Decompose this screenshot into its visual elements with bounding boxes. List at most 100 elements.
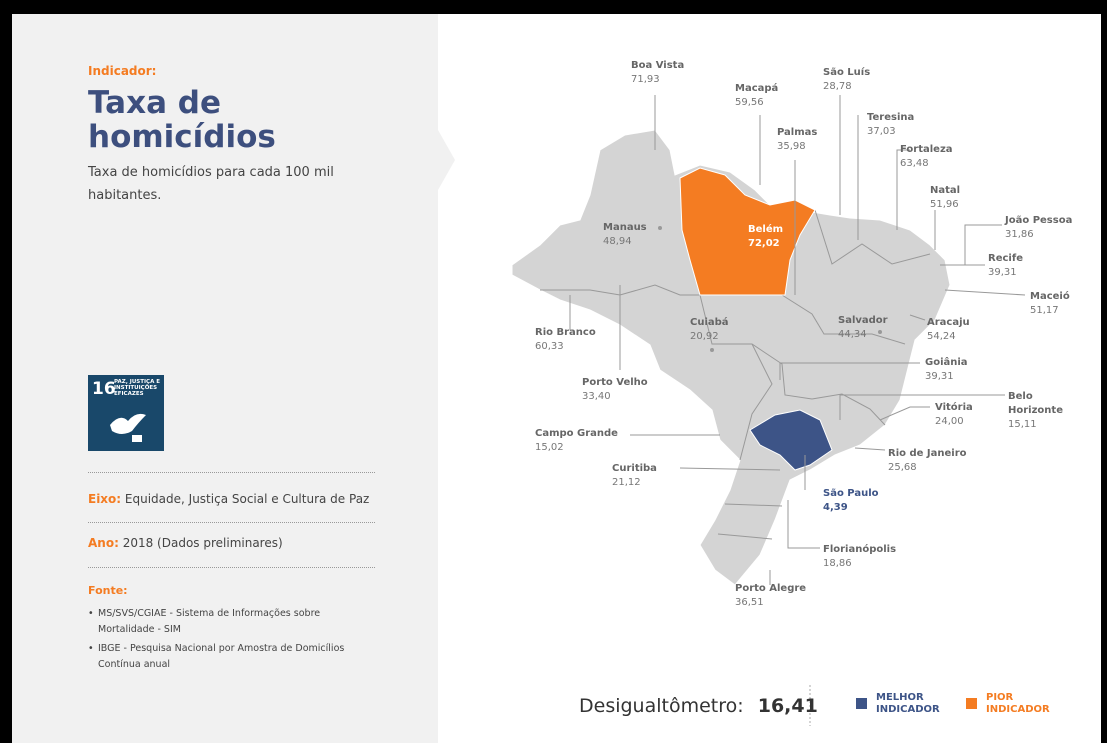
brazil-shape bbox=[511, 129, 951, 586]
city-value: 37,03 bbox=[867, 126, 896, 137]
city-label: João Pessoa 31,86 bbox=[1005, 214, 1075, 242]
city-label: Rio Branco 60,33 bbox=[535, 326, 605, 354]
city-value: 39,31 bbox=[925, 371, 954, 382]
city-value: 21,12 bbox=[612, 477, 641, 488]
city-label: Florianópolis 18,86 bbox=[823, 543, 913, 571]
best-state bbox=[749, 409, 833, 471]
city-value: 36,51 bbox=[735, 597, 764, 608]
city-value: 44,34 bbox=[838, 329, 867, 340]
divider bbox=[88, 522, 375, 523]
map bbox=[438, 95, 1026, 726]
city-name: Cuiabá bbox=[690, 317, 729, 328]
city-name: Fortaleza bbox=[900, 144, 953, 155]
city-value: 71,93 bbox=[631, 74, 660, 85]
city-name: Porto Velho bbox=[582, 377, 648, 388]
city-name: São Luís bbox=[823, 67, 871, 78]
city-value: 51,17 bbox=[1030, 305, 1059, 316]
divider bbox=[88, 567, 375, 568]
source-text: MS/SVS/CGIAE - Sistema de Informações so… bbox=[98, 608, 321, 635]
city-label: Aracaju 54,24 bbox=[927, 316, 987, 344]
city-label: Macapá 59,56 bbox=[735, 82, 795, 110]
city-name: Curitiba bbox=[612, 463, 657, 474]
inequality: Desigualtômetro: 16,41 bbox=[579, 695, 818, 717]
city-name: Recife bbox=[988, 253, 1023, 264]
year-value: 2018 (Dados preliminares) bbox=[122, 536, 283, 550]
title: Taxa de homicídios bbox=[88, 86, 276, 154]
source-item: • MS/SVS/CGIAE - Sistema de Informações s… bbox=[88, 606, 358, 638]
city-label: Recife 39,31 bbox=[988, 252, 1048, 280]
city-value: 15,11 bbox=[1008, 419, 1037, 430]
source-label: Fonte: bbox=[88, 584, 128, 597]
city-label: Porto Alegre 36,51 bbox=[735, 582, 825, 610]
city-label: Campo Grande 15,02 bbox=[535, 427, 625, 455]
city-value: 63,48 bbox=[900, 158, 929, 169]
city-label: Salvador 44,34 bbox=[838, 314, 898, 342]
leader-lines bbox=[569, 95, 1026, 585]
city-label: Fortaleza 63,48 bbox=[900, 143, 960, 171]
city-name: Florianópolis bbox=[823, 544, 897, 555]
city-label: Manaus 48,94 bbox=[603, 221, 663, 249]
city-value: 28,78 bbox=[823, 81, 852, 92]
title-line: homicídios bbox=[88, 119, 276, 155]
city-name: Vitória bbox=[935, 402, 973, 413]
city-value: 48,94 bbox=[603, 236, 632, 247]
year-row: Ano: 2018 (Dados preliminares) bbox=[88, 536, 283, 550]
sdg-text: PAZ, JUSTIÇA E INSTITUIÇÕES EFICAZES bbox=[114, 379, 161, 397]
city-name: Salvador bbox=[838, 315, 888, 326]
title-line: Taxa de bbox=[88, 85, 221, 121]
city-label: Palmas 35,98 bbox=[777, 126, 837, 154]
city-name: Boa Vista bbox=[631, 60, 685, 71]
city-label: Curitiba 21,12 bbox=[612, 462, 682, 490]
city-value: 72,02 bbox=[748, 238, 780, 249]
city-name: Belo Horizonte bbox=[1008, 391, 1063, 416]
city-value: 4,39 bbox=[823, 502, 848, 513]
city-value: 35,98 bbox=[777, 141, 806, 152]
city-label: Goiânia 39,31 bbox=[925, 356, 985, 384]
city-label: Maceió 51,17 bbox=[1030, 290, 1090, 318]
legend-swatch bbox=[856, 698, 867, 709]
city-value: 59,56 bbox=[735, 97, 764, 108]
inequality-label: Desigualtômetro: bbox=[579, 695, 744, 717]
city-label: Belém 72,02 bbox=[748, 223, 808, 251]
chevron bbox=[438, 130, 455, 190]
legend-label: MELHOR INDICADOR bbox=[876, 692, 940, 715]
city-value: 20,92 bbox=[690, 331, 719, 342]
year-label: Ano: bbox=[88, 536, 119, 550]
city-value: 24,00 bbox=[935, 416, 964, 427]
city-value: 15,02 bbox=[535, 442, 564, 453]
divider bbox=[88, 472, 375, 473]
axis-value: Equidade, Justiça Social e Cultura de Pa… bbox=[124, 492, 370, 506]
indicator-label: Indicador: bbox=[88, 64, 157, 78]
legend-swatch bbox=[966, 698, 977, 709]
source-text: IBGE - Pesquisa Nacional por Amostra de … bbox=[98, 643, 345, 670]
city-label: Teresina 37,03 bbox=[867, 111, 927, 139]
source-list: • MS/SVS/CGIAE - Sistema de Informações s… bbox=[88, 606, 358, 673]
city-label: Boa Vista 71,93 bbox=[631, 59, 691, 87]
city-value: 18,86 bbox=[823, 558, 852, 569]
city-name: Goiânia bbox=[925, 357, 968, 368]
city-label: Porto Velho 33,40 bbox=[582, 376, 652, 404]
inequality-value: 16,41 bbox=[757, 695, 818, 717]
legend-label: PIOR INDICADOR bbox=[986, 692, 1050, 715]
info-panel: Indicador: Taxa de homicídios Taxa de ho… bbox=[12, 14, 438, 743]
city-name: Rio Branco bbox=[535, 327, 596, 338]
infographic: Indicador: Taxa de homicídios Taxa de ho… bbox=[12, 14, 1101, 743]
city-label: Cuiabá 20,92 bbox=[690, 316, 750, 344]
sdg-icon: 16 PAZ, JUSTIÇA E INSTITUIÇÕES EFICAZES bbox=[88, 375, 164, 451]
city-value: 60,33 bbox=[535, 341, 564, 352]
city-name: Macapá bbox=[735, 83, 779, 94]
city-label: Vitória 24,00 bbox=[935, 401, 995, 429]
city-name: Teresina bbox=[867, 112, 915, 123]
city-value: 31,86 bbox=[1005, 229, 1034, 240]
state-borders bbox=[540, 209, 931, 540]
city-name: Porto Alegre bbox=[735, 583, 807, 594]
city-name: Maceió bbox=[1030, 291, 1070, 302]
city-label: Rio de Janeiro 25,68 bbox=[888, 447, 988, 475]
city-value: 25,68 bbox=[888, 462, 917, 473]
city-value: 54,24 bbox=[927, 331, 956, 342]
city-label: Natal 51,96 bbox=[930, 184, 990, 212]
city-name: Campo Grande bbox=[535, 428, 618, 439]
city-name: Rio de Janeiro bbox=[888, 448, 967, 459]
axis-row: Eixo: Equidade, Justiça Social e Cultura… bbox=[88, 492, 369, 506]
